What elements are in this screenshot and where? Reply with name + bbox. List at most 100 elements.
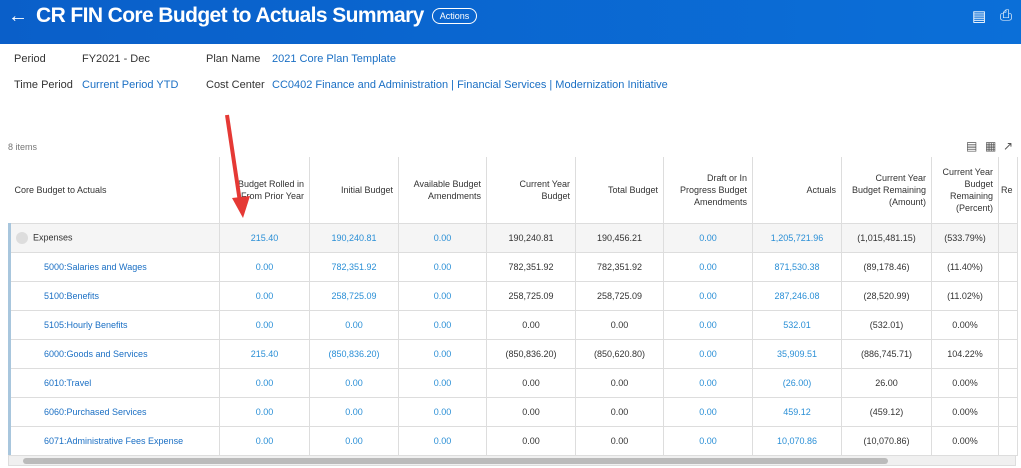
table-row: 6000:Goods and Services 215.40 (850,836.20… <box>8 339 1018 369</box>
table-row: 5000:Salaries and Wages 0.00 782,351.92 0.0… <box>8 252 1018 282</box>
column-header[interactable]: Re <box>998 157 1018 224</box>
cell[interactable]: 0.00 <box>219 368 310 398</box>
cell <box>998 339 1018 369</box>
cell[interactable]: 0.00 <box>663 281 753 311</box>
cell[interactable]: 0.00 <box>663 339 753 369</box>
cell[interactable]: 0.00 <box>398 368 487 398</box>
row-label-text: Expenses <box>33 231 73 242</box>
cell[interactable]: 10,070.86 <box>752 426 842 456</box>
column-header[interactable]: Current Year Budget Remaining (Amount) <box>841 157 932 224</box>
cell[interactable]: 0.00 <box>398 281 487 311</box>
cell[interactable]: 287,246.08 <box>752 281 842 311</box>
item-count: 8 items <box>8 142 38 152</box>
cell[interactable]: 0.00 <box>309 368 399 398</box>
cell[interactable]: 871,530.38 <box>752 252 842 282</box>
cell[interactable]: 0.00 <box>663 310 753 340</box>
export-excel-icon[interactable]: ▤ <box>966 139 978 153</box>
column-header[interactable]: Current Year Budget Remaining (Percent) <box>931 157 999 224</box>
cell: 0.00 <box>486 310 576 340</box>
cell[interactable]: 0.00 <box>398 339 487 369</box>
back-arrow-icon[interactable]: ← <box>8 4 28 27</box>
column-header[interactable]: Budget Rolled in From Prior Year <box>219 157 310 224</box>
actions-button[interactable]: Actions <box>431 8 478 24</box>
cell[interactable]: 0.00 <box>219 310 310 340</box>
cell[interactable]: 0.00 <box>398 223 487 253</box>
cell[interactable]: 0.00 <box>398 426 487 456</box>
period-value: FY2021 - Dec <box>82 53 150 65</box>
cell: 0.00 <box>575 397 664 427</box>
scrollbar-thumb[interactable] <box>23 458 888 464</box>
cost-center-label: Cost Center <box>206 79 265 91</box>
cell: 782,351.92 <box>486 252 576 282</box>
column-header[interactable]: Actuals <box>752 157 842 224</box>
export-excel-icon[interactable]: ▤ <box>972 8 987 25</box>
row-label[interactable]: 6010:Travel <box>8 368 220 398</box>
cell[interactable]: 0.00 <box>663 368 753 398</box>
page-header: ← CR FIN Core Budget to Actuals Summary … <box>0 0 1021 44</box>
column-header[interactable]: Current Year Budget <box>486 157 576 224</box>
row-label[interactable]: 5100:Benefits <box>8 281 220 311</box>
cell[interactable]: 0.00 <box>219 281 310 311</box>
print-icon[interactable]: ⎙ <box>1000 7 1013 24</box>
cost-center-link[interactable]: CC0402 Finance and Administration | Fina… <box>272 79 668 91</box>
cell: (11.40%) <box>931 252 999 282</box>
cell: 190,456.21 <box>575 223 664 253</box>
horizontal-scrollbar[interactable] <box>8 455 1016 466</box>
cell: 190,240.81 <box>486 223 576 253</box>
cell[interactable]: 0.00 <box>219 252 310 282</box>
column-header[interactable]: Available Budget Amendments <box>398 157 487 224</box>
cell[interactable]: (26.00) <box>752 368 842 398</box>
row-label[interactable]: 6071:Administrative Fees Expense <box>8 426 220 456</box>
cell: (886,745.71) <box>841 339 932 369</box>
cell[interactable]: 0.00 <box>309 426 399 456</box>
cell[interactable]: 0.00 <box>663 397 753 427</box>
cell: (532.01) <box>841 310 932 340</box>
cell[interactable]: 532.01 <box>752 310 842 340</box>
cell <box>998 223 1018 253</box>
row-label[interactable]: Expenses <box>8 223 220 253</box>
cell[interactable]: 215.40 <box>219 223 310 253</box>
row-label[interactable]: 6060:Purchased Services <box>8 397 220 427</box>
row-label[interactable]: 5000:Salaries and Wages <box>8 252 220 282</box>
cell[interactable]: 0.00 <box>398 310 487 340</box>
cell[interactable]: (850,836.20) <box>309 339 399 369</box>
cell: 0.00% <box>931 397 999 427</box>
title-row: ← CR FIN Core Budget to Actuals Summary … <box>8 0 478 32</box>
cell[interactable]: 0.00 <box>663 223 753 253</box>
cell: (533.79%) <box>931 223 999 253</box>
cell: (11.02%) <box>931 281 999 311</box>
cell[interactable]: 459.12 <box>752 397 842 427</box>
cell: 782,351.92 <box>575 252 664 282</box>
cell[interactable]: 782,351.92 <box>309 252 399 282</box>
column-header[interactable]: Draft or In Progress Budget Amendments <box>663 157 753 224</box>
cell[interactable]: 0.00 <box>663 426 753 456</box>
plan-name-link[interactable]: 2021 Core Plan Template <box>272 53 396 65</box>
cell: 0.00 <box>486 368 576 398</box>
column-header[interactable]: Core Budget to Actuals <box>9 157 220 224</box>
cell: 0.00 <box>575 426 664 456</box>
column-header[interactable]: Initial Budget <box>309 157 399 224</box>
column-header[interactable]: Total Budget <box>575 157 664 224</box>
time-period-link[interactable]: Current Period YTD <box>82 79 179 91</box>
period-label: Period <box>14 53 46 65</box>
cell[interactable]: 0.00 <box>219 426 310 456</box>
cell[interactable]: 0.00 <box>398 397 487 427</box>
page-title: CR FIN Core Budget to Actuals Summary <box>36 4 424 27</box>
row-label[interactable]: 6000:Goods and Services <box>8 339 220 369</box>
fullscreen-icon[interactable]: ↗ <box>1003 139 1014 153</box>
cell[interactable]: 0.00 <box>219 397 310 427</box>
table-view-icon[interactable]: ▦ <box>985 139 997 153</box>
collapse-icon[interactable] <box>16 231 28 244</box>
cell[interactable]: 35,909.51 <box>752 339 842 369</box>
cell[interactable]: 215.40 <box>219 339 310 369</box>
cell[interactable]: 0.00 <box>398 252 487 282</box>
cell <box>998 397 1018 427</box>
row-label[interactable]: 5105:Hourly Benefits <box>8 310 220 340</box>
cell[interactable]: 0.00 <box>309 397 399 427</box>
cell[interactable]: 1,205,721.96 <box>752 223 842 253</box>
cell[interactable]: 0.00 <box>309 310 399 340</box>
cell[interactable]: 190,240.81 <box>309 223 399 253</box>
cell: (1,015,481.15) <box>841 223 932 253</box>
cell[interactable]: 258,725.09 <box>309 281 399 311</box>
cell[interactable]: 0.00 <box>663 252 753 282</box>
